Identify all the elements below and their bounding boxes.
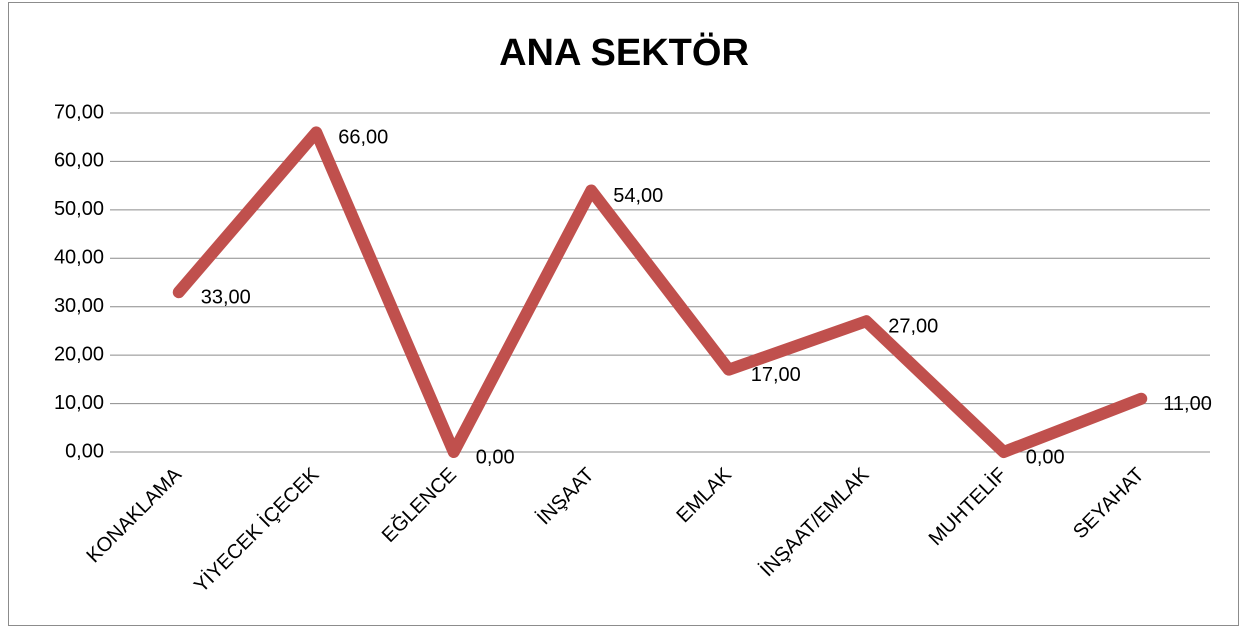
data-label: 0,00 (1026, 446, 1065, 468)
y-tick-label: 70,00 (54, 101, 104, 123)
data-label: 66,00 (338, 127, 388, 149)
y-tick-label: 30,00 (54, 295, 104, 317)
y-tick-label: 60,00 (54, 150, 104, 172)
y-tick-label: 40,00 (54, 247, 104, 269)
y-tick-label: 20,00 (54, 343, 104, 365)
y-tick-label: 10,00 (54, 392, 104, 414)
data-label: 54,00 (613, 185, 663, 207)
data-line (172, 126, 1148, 458)
chart-border (8, 2, 1239, 626)
data-label: 33,00 (201, 286, 251, 308)
data-label: 0,00 (476, 446, 515, 468)
data-label: 27,00 (888, 316, 938, 338)
y-tick-label: 50,00 (54, 198, 104, 220)
data-label: 17,00 (751, 364, 801, 386)
data-label: 11,00 (1163, 393, 1212, 415)
y-tick-label: 0,00 (65, 440, 104, 462)
chart-title: ANA SEKTÖR (499, 31, 749, 74)
